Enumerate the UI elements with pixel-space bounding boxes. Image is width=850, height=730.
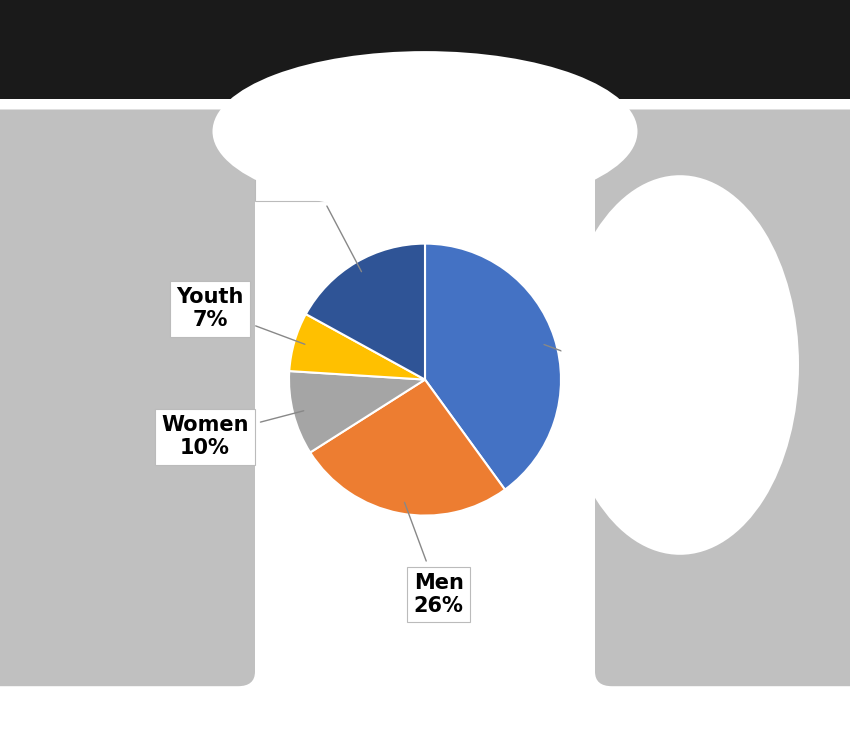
Wedge shape (425, 244, 561, 490)
Text: Families
17%: Families 17% (261, 151, 361, 272)
Wedge shape (289, 371, 425, 453)
Wedge shape (310, 380, 505, 515)
Wedge shape (306, 244, 425, 380)
Text: Men
26%: Men 26% (405, 502, 463, 616)
Wedge shape (289, 314, 425, 380)
Text: Women
10%: Women 10% (161, 411, 303, 458)
Text: Youth
7%: Youth 7% (177, 288, 305, 345)
Text: General
40%: General 40% (544, 345, 677, 399)
